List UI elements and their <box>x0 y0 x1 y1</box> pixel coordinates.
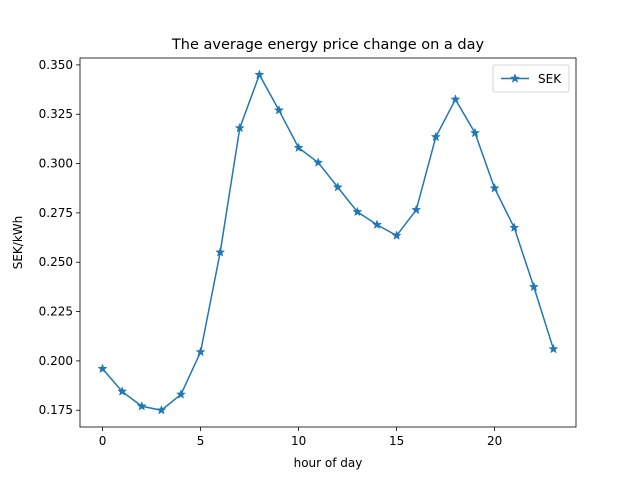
x-axis: 0 5 10 15 20 <box>99 427 502 448</box>
data-point <box>411 204 422 215</box>
series-layer <box>97 69 559 415</box>
data-point <box>489 182 500 193</box>
data-point <box>234 122 245 133</box>
data-point <box>195 346 206 357</box>
y-tick-label: 0.175 <box>39 403 73 417</box>
x-axis-label: hour of day <box>294 456 363 470</box>
plot-frame <box>79 57 577 428</box>
legend-label-sek: SEK <box>538 72 562 86</box>
y-tick-label: 0.325 <box>39 107 73 121</box>
legend-star-marker <box>509 73 521 83</box>
data-point <box>391 230 402 240</box>
data-point <box>254 69 265 80</box>
data-point <box>528 281 539 292</box>
y-axis-label: SEK/kWh <box>11 216 25 270</box>
data-point <box>293 142 304 153</box>
y-tick-label: 0.250 <box>39 255 73 269</box>
x-tick-label: 20 <box>487 434 502 448</box>
x-tick-label: 0 <box>99 434 107 448</box>
data-point <box>273 104 285 115</box>
x-tick-label: 10 <box>291 434 306 448</box>
legend: SEK <box>492 64 570 93</box>
x-tick-label: 5 <box>197 434 205 448</box>
y-axis: 0.175 0.200 0.225 0.250 0.275 0.300 0.325 0.350 <box>39 58 80 417</box>
data-point <box>313 157 324 167</box>
data-point <box>430 131 441 142</box>
chart-title: The average energy price change on a day <box>171 37 485 53</box>
data-point <box>156 404 167 415</box>
legend-marker-sek <box>509 73 521 83</box>
data-point <box>469 127 481 138</box>
data-point <box>117 386 128 396</box>
data-point <box>371 219 383 230</box>
data-point <box>509 222 520 232</box>
data-point <box>97 363 108 374</box>
data-point <box>175 389 187 399</box>
y-tick-label: 0.200 <box>39 354 73 368</box>
y-tick-label: 0.300 <box>39 157 73 171</box>
data-point <box>215 247 226 257</box>
data-point <box>548 343 559 354</box>
series-line-sek <box>101 74 555 411</box>
data-point <box>136 400 147 411</box>
y-tick-label: 0.225 <box>39 305 73 319</box>
data-point <box>450 94 461 104</box>
y-tick-label: 0.275 <box>39 206 73 220</box>
legend-box <box>492 64 570 93</box>
data-point <box>352 206 363 217</box>
data-point <box>332 181 343 192</box>
y-tick-label: 0.350 <box>39 58 73 72</box>
x-tick-label: 15 <box>389 434 404 448</box>
